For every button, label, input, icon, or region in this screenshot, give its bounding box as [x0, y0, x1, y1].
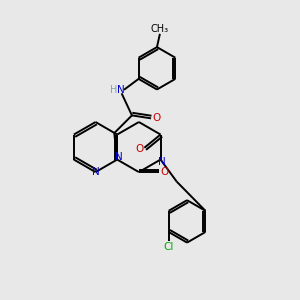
Text: N: N — [92, 167, 100, 177]
Text: N: N — [115, 152, 122, 162]
Text: O: O — [161, 167, 169, 177]
Text: N: N — [158, 157, 166, 167]
Text: O: O — [135, 144, 143, 154]
Text: O: O — [152, 113, 160, 123]
Text: CH₃: CH₃ — [151, 24, 169, 34]
Text: Cl: Cl — [164, 242, 174, 252]
Text: N: N — [117, 85, 125, 95]
Text: H: H — [110, 85, 117, 95]
